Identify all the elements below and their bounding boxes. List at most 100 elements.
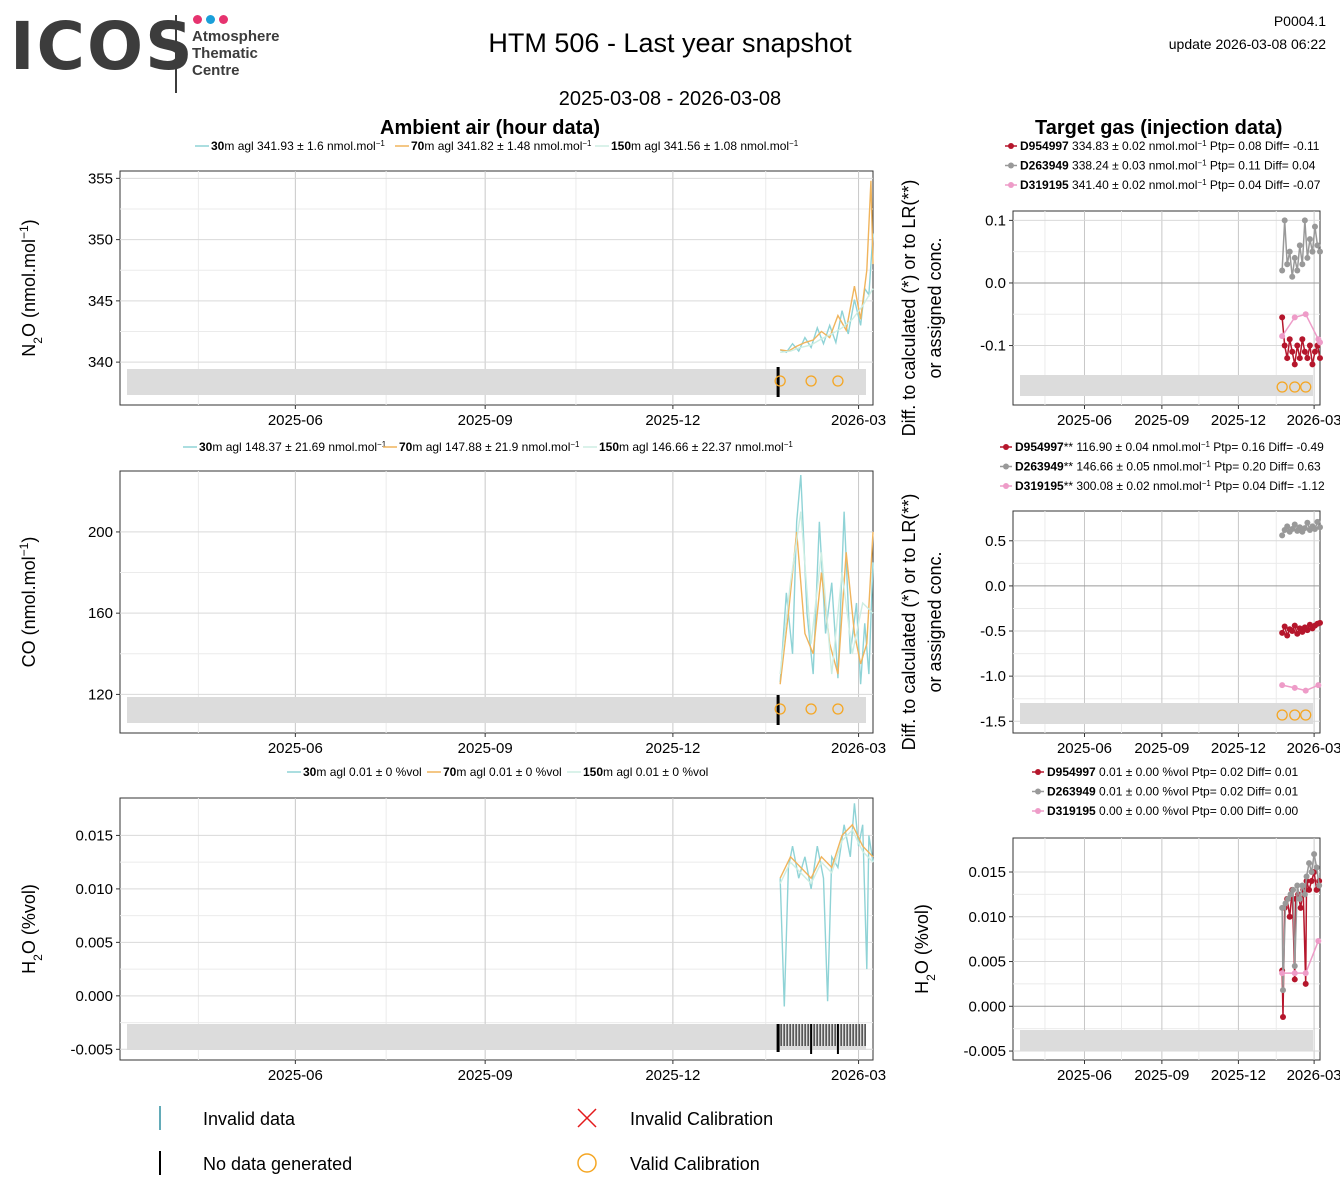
series-line-D319195 xyxy=(1282,940,1320,974)
point-D263949 xyxy=(1291,254,1298,261)
coverage-band xyxy=(1020,375,1313,396)
point-D263949 xyxy=(1289,526,1296,533)
legend-stats: 0.00 ± 0.00 %vol xyxy=(1096,804,1189,818)
legend-stats: 338.24 ± 0.03 nmol.mol xyxy=(1069,159,1198,173)
coverage-band xyxy=(127,369,866,395)
legend-ptp: Ptp= 0.00 Diff= 0.00 xyxy=(1188,804,1298,818)
point-D263949 xyxy=(1296,242,1303,249)
legend-entry: D954997 334.83 ± 0.02 nmol.mol−1 Ptp= 0.… xyxy=(1020,139,1320,154)
series-line-150m xyxy=(780,288,874,354)
legend-stats: 116.90 ± 0.04 nmol.mol xyxy=(1073,440,1201,454)
valid-calibration-icon xyxy=(577,1153,597,1173)
station-id: P0004.1 xyxy=(1273,13,1326,29)
point-D263949 xyxy=(1279,267,1286,274)
legend-height: 150 xyxy=(583,765,603,779)
legend-stats: m agl 147.88 ± 21.9 nmol.mol xyxy=(412,440,570,454)
point-D954997 xyxy=(1289,628,1296,635)
legend-swatch-dot xyxy=(1008,182,1014,188)
sub: 2 xyxy=(31,954,45,961)
point-D263949 xyxy=(1296,524,1303,531)
chart-co-target: 2025-06 2025-09 2025-12 2026-03 -1.5 -1.0 -0.5… xyxy=(899,440,1340,758)
y-tick-label: -0.005 xyxy=(70,1041,113,1058)
legend-exp: −1 xyxy=(376,139,386,148)
x-tick-label: 2026-03 xyxy=(831,740,886,757)
point-D263949 xyxy=(1304,254,1311,261)
y-tick-label: 120 xyxy=(88,686,113,703)
point-D954997 xyxy=(1284,632,1291,639)
legend-entry: 70m agl 0.01 ± 0 %vol xyxy=(443,765,562,779)
x-tick-label: 2026-03 xyxy=(831,1067,886,1084)
legend-exp: −1 xyxy=(1197,158,1207,167)
legend-exp: −1 xyxy=(789,139,799,148)
point-D954997 xyxy=(1281,342,1288,349)
point-D954997 xyxy=(1279,629,1286,636)
y-tick-label: -1.5 xyxy=(980,713,1006,730)
logo-dot-2 xyxy=(206,15,215,24)
legend-no-data: No data generated xyxy=(203,1154,353,1174)
y-tick-label: 160 xyxy=(88,605,113,622)
plot-area xyxy=(1012,210,1321,406)
coverage-band xyxy=(127,697,866,723)
point-D954997 xyxy=(1291,361,1298,368)
valid-calibration-mark xyxy=(774,375,786,387)
legend-cylinder: D319195 xyxy=(1020,178,1069,192)
point-D954997 xyxy=(1304,355,1311,362)
legend-swatch-dot xyxy=(1008,143,1014,149)
x-tick-label: 2025-06 xyxy=(268,412,323,429)
coverage-band xyxy=(1020,703,1313,724)
point-D263949 xyxy=(1279,532,1286,539)
point-D319195 xyxy=(1315,682,1322,689)
y-tick-label: 200 xyxy=(88,524,113,541)
plot-area xyxy=(119,470,874,734)
series-line-150m xyxy=(779,828,874,885)
plot-area xyxy=(119,797,874,1061)
charts-canvas: 2025-06 2025-09 2025-12 2026-03 340 345 350 355… xyxy=(17,139,1340,1085)
legend-cylinder: D954997 xyxy=(1015,440,1064,454)
update-timestamp: update 2026-03-08 06:22 xyxy=(1168,36,1326,52)
y-tick-label: -0.5 xyxy=(980,623,1006,640)
point-D954997 xyxy=(1301,348,1308,355)
point-D319195 xyxy=(1302,311,1309,318)
x-tick-label: 2026-03 xyxy=(1287,412,1340,429)
point-D319195 xyxy=(1279,333,1286,340)
legend-stats: m agl 341.82 ± 1.48 nmol.mol xyxy=(424,139,582,153)
legend-ptp: Ptp= 0.02 Diff= 0.01 xyxy=(1188,765,1298,779)
x-tick-label: 2025-09 xyxy=(1134,740,1189,757)
point-D263949 xyxy=(1287,891,1294,898)
point-D954997 xyxy=(1317,619,1323,626)
legend-exp: −1 xyxy=(1202,459,1212,468)
legend-valid-calibration: Valid Calibration xyxy=(630,1154,760,1174)
valid-calibration-mark xyxy=(805,703,817,715)
point-D319195 xyxy=(1279,682,1286,689)
point-D954997 xyxy=(1289,348,1296,355)
point-D954997 xyxy=(1286,913,1293,920)
legend-height: 30 xyxy=(211,139,225,153)
chart-legend: 30m agl 0.01 ± 0 %vol 70m agl 0.01 ± 0 %v… xyxy=(287,765,708,779)
series-line-70m xyxy=(779,823,874,880)
date-range: 2025-03-08 - 2026-03-08 xyxy=(558,88,782,110)
valid-calibration-mark xyxy=(1276,709,1288,721)
point-D263949 xyxy=(1301,217,1308,224)
legend-swatch-dot xyxy=(1035,808,1041,814)
series-line-70m xyxy=(780,180,874,352)
legend-entry: 70m agl 341.82 ± 1.48 nmol.mol−1 xyxy=(411,139,592,154)
y-axis-label: Diff. to calculated (*) or to LR(**) or a… xyxy=(899,494,945,751)
y-tick-label: 0.000 xyxy=(968,998,1006,1015)
legend-entry: D319195 341.40 ± 0.02 nmol.mol−1 Ptp= 0.… xyxy=(1020,178,1321,193)
chart-legend: D954997 334.83 ± 0.02 nmol.mol−1 Ptp= 0.… xyxy=(1005,139,1321,193)
legend-entry: D319195** 300.08 ± 0.02 nmol.mol−1 Ptp= … xyxy=(1015,479,1325,494)
x-tick-label: 2025-06 xyxy=(1057,1067,1112,1084)
icos-logo: ICOS xyxy=(10,8,195,85)
chart-legend: 30m agl 148.37 ± 21.69 nmol.mol−1 70m agl… xyxy=(183,440,793,454)
legend-cylinder: D954997 xyxy=(1047,765,1096,779)
x-tick-label: 2025-09 xyxy=(458,740,513,757)
legend-entry: D263949 338.24 ± 0.03 nmol.mol−1 Ptp= 0.… xyxy=(1020,158,1316,173)
y-tick-label: 0.015 xyxy=(968,864,1006,881)
point-D263949 xyxy=(1306,860,1313,867)
point-D319195 xyxy=(1317,339,1323,346)
valid-calibration-mark xyxy=(832,375,844,387)
rest: O (nmol.mol xyxy=(19,239,39,337)
y-tick-label: -0.1 xyxy=(980,338,1006,355)
x-tick-label: 2026-03 xyxy=(831,412,886,429)
legend-height: 150 xyxy=(599,440,619,454)
